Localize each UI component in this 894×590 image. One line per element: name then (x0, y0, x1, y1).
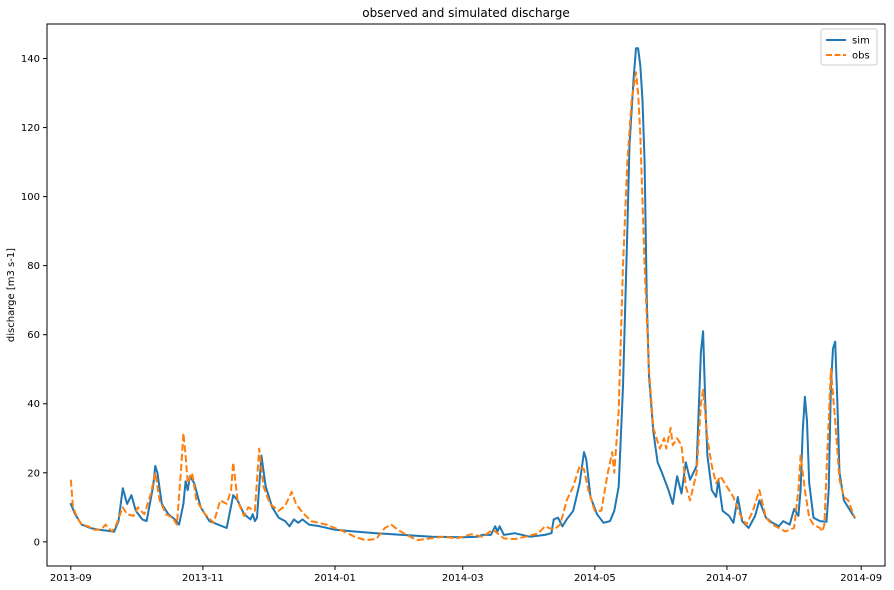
x-tick-label: 2014-03 (442, 573, 484, 584)
y-tick-label: 20 (27, 468, 40, 479)
series-line-sim (69, 47, 856, 539)
y-tick-label: 40 (27, 399, 40, 410)
legend: sim obs (820, 28, 878, 66)
chart-title: observed and simulated discharge (362, 6, 569, 20)
x-tick-label: 2013-11 (182, 573, 224, 584)
x-tick-label: 2014-07 (706, 573, 748, 584)
series-line-obs (69, 71, 856, 542)
y-tick-label: 0 (34, 537, 40, 548)
axes: 0 20 40 60 80 100 120 140 2013-09 2013-11 2014-01 2… (21, 23, 886, 584)
axes-frame (46, 23, 886, 567)
y-tick-label: 80 (27, 261, 40, 272)
y-axis-label: discharge [m3 s-1] (6, 248, 17, 342)
plot-area (69, 47, 856, 542)
y-tick-label: 120 (21, 123, 40, 134)
y-tick-label: 60 (27, 330, 40, 341)
x-tick-label: 2013-09 (50, 573, 92, 584)
x-tick-label: 2014-05 (574, 573, 616, 584)
x-tick-label: 2014-01 (314, 573, 356, 584)
y-tick-label: 100 (21, 192, 40, 203)
x-tick-label: 2014-09 (840, 573, 882, 584)
legend-label-obs: obs (852, 51, 870, 62)
legend-label-sim: sim (852, 36, 870, 47)
y-tick-label: 140 (21, 54, 40, 65)
